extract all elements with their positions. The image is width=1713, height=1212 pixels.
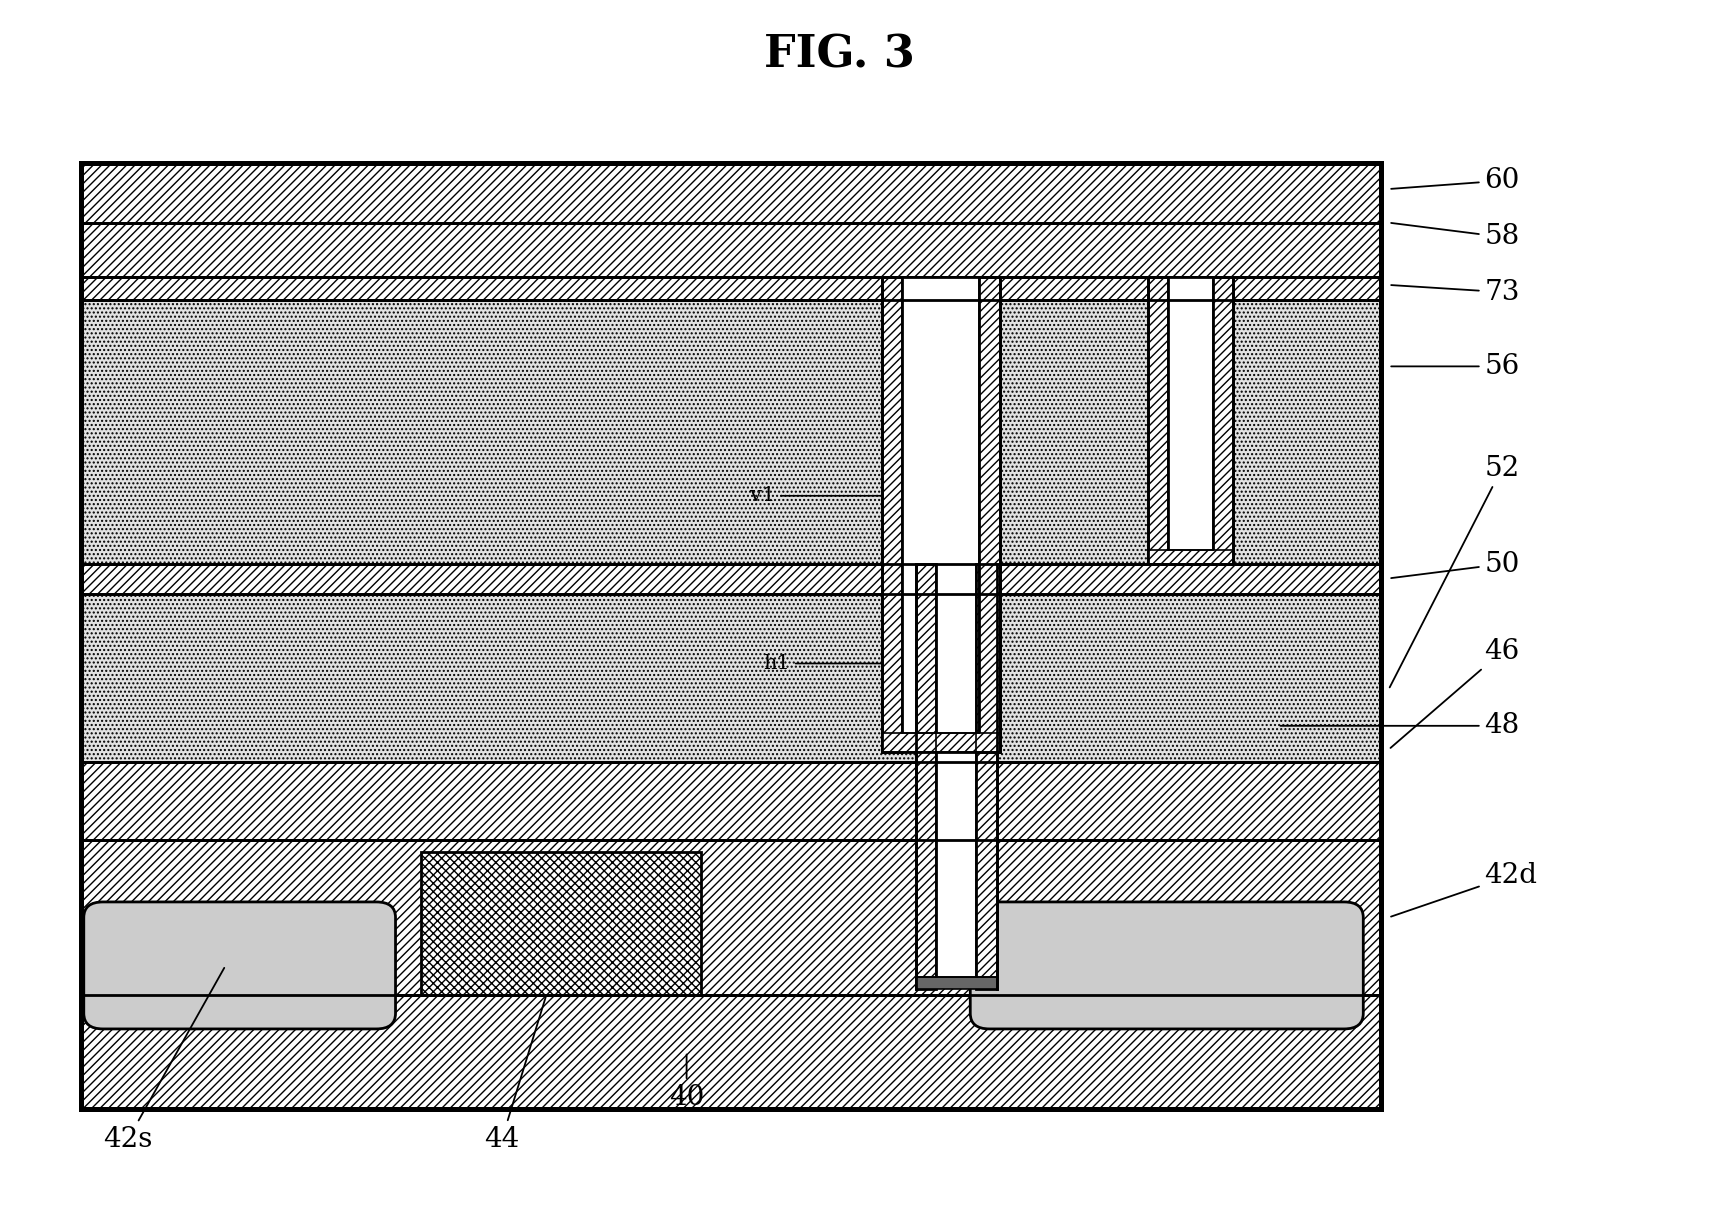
Bar [1148,550,1233,564]
Bar [81,762,1381,840]
Bar [1213,276,1233,564]
Bar [81,162,1381,223]
Bar [916,564,997,989]
FancyBboxPatch shape [84,902,396,1029]
Bar [882,276,903,753]
Bar [882,733,1000,753]
Bar [882,276,1000,753]
Text: 42s: 42s [103,968,224,1153]
Text: 42d: 42d [1391,862,1538,916]
Text: 56: 56 [1391,353,1519,379]
Text: 46: 46 [1391,638,1519,748]
Text: 60: 60 [1391,167,1519,194]
Text: 58: 58 [1391,223,1519,251]
Bar [81,223,1381,276]
Bar [1148,276,1168,564]
Text: h1: h1 [762,654,915,673]
Bar [81,162,1381,1109]
Text: v1: v1 [750,486,896,505]
Bar [81,276,1381,301]
Bar [976,564,997,989]
Bar [81,564,1381,594]
Text: 73: 73 [1391,279,1519,305]
Text: 52: 52 [1389,454,1519,687]
Text: 40: 40 [668,1054,704,1110]
Text: 50: 50 [1391,550,1519,578]
Bar [81,276,1381,564]
Text: 44: 44 [485,950,560,1153]
Bar [81,840,1381,995]
Bar [1148,276,1233,564]
Bar [916,977,997,989]
FancyBboxPatch shape [970,902,1364,1029]
Bar [916,564,937,989]
Bar [81,995,1381,1109]
Text: FIG. 3: FIG. 3 [764,34,915,76]
Bar [421,852,701,995]
Bar [980,276,1000,753]
Bar [81,594,1381,762]
Text: 48: 48 [1280,713,1519,739]
